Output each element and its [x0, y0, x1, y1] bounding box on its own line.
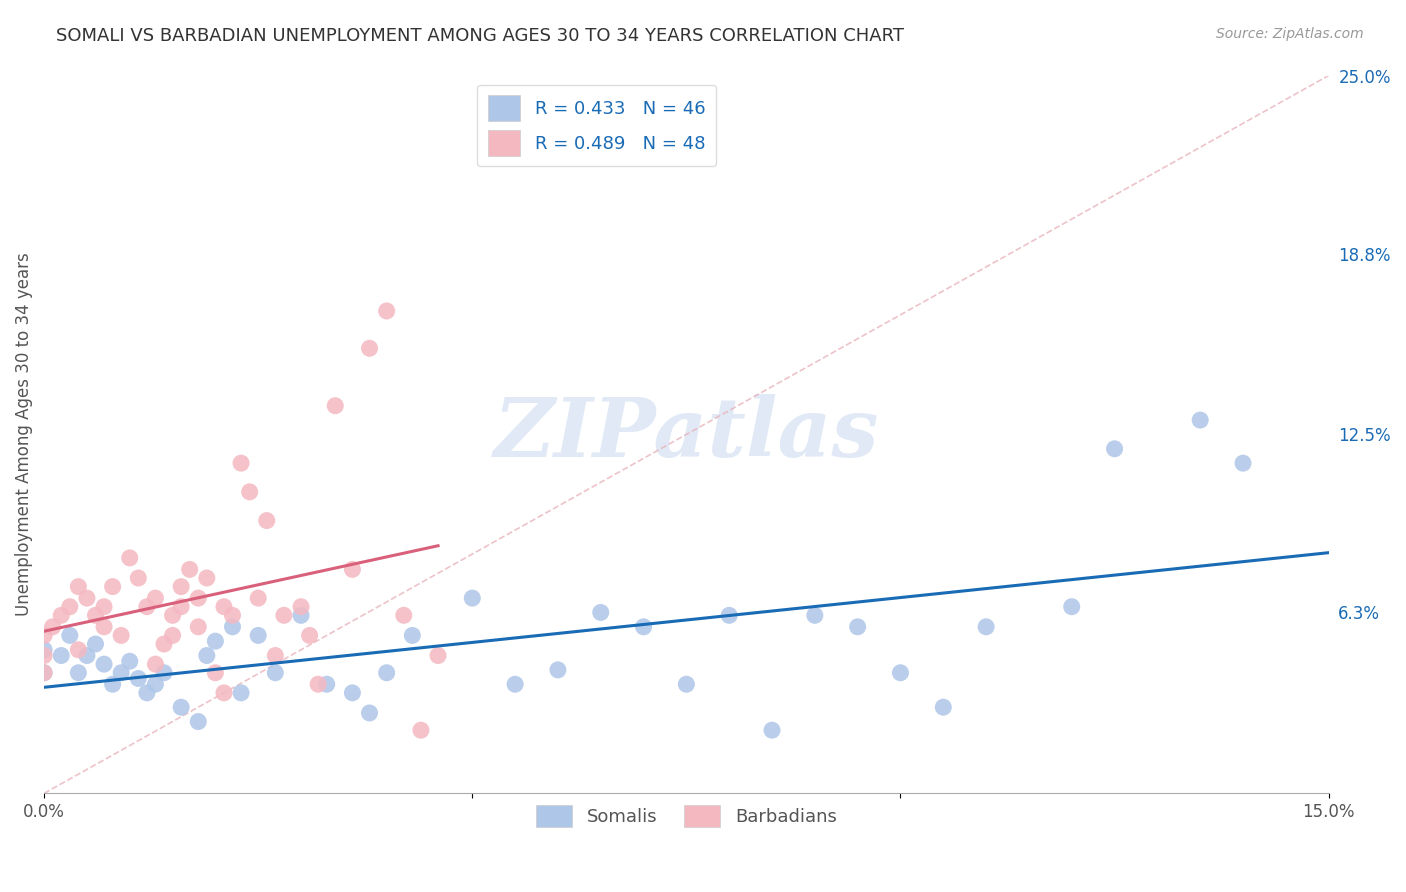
Point [290, 599, 312, 614]
Point [145, 657, 167, 672]
Point [409, 723, 432, 738]
Point [675, 677, 697, 691]
Point [145, 677, 167, 691]
Point [315, 677, 337, 691]
Point [761, 723, 783, 738]
Point [264, 665, 287, 680]
Point [67, 665, 90, 680]
Point [342, 562, 364, 576]
Point [153, 665, 176, 680]
Point [32, 648, 55, 663]
Point [84, 637, 107, 651]
Point [889, 665, 911, 680]
Point [204, 665, 226, 680]
Point [239, 484, 262, 499]
Point [974, 620, 997, 634]
Point [229, 456, 252, 470]
Point [32, 665, 55, 680]
Point [359, 341, 381, 355]
Point [127, 672, 149, 686]
Point [76, 591, 98, 606]
Point [127, 571, 149, 585]
Point [170, 580, 193, 594]
Point [846, 620, 869, 634]
Point [633, 620, 655, 634]
Point [110, 665, 132, 680]
Point [93, 620, 115, 634]
Point [323, 399, 346, 413]
Point [718, 608, 741, 623]
Point [84, 608, 107, 623]
Point [170, 599, 193, 614]
Point [307, 677, 329, 691]
Point [427, 648, 450, 663]
Point [461, 591, 484, 606]
Point [359, 706, 381, 720]
Point [1104, 442, 1126, 456]
Point [110, 628, 132, 642]
Point [135, 686, 157, 700]
Text: SOMALI VS BARBADIAN UNEMPLOYMENT AMONG AGES 30 TO 34 YEARS CORRELATION CHART: SOMALI VS BARBADIAN UNEMPLOYMENT AMONG A… [56, 27, 904, 45]
Point [187, 620, 209, 634]
Point [101, 580, 124, 594]
Y-axis label: Unemployment Among Ages 30 to 34 years: Unemployment Among Ages 30 to 34 years [15, 252, 32, 616]
Point [212, 686, 235, 700]
Point [212, 599, 235, 614]
Point [101, 677, 124, 691]
Point [375, 304, 398, 318]
Point [204, 634, 226, 648]
Point [118, 550, 141, 565]
Point [264, 648, 287, 663]
Point [32, 642, 55, 657]
Point [59, 628, 82, 642]
Point [503, 677, 526, 691]
Point [118, 654, 141, 668]
Point [392, 608, 415, 623]
Point [401, 628, 423, 642]
Point [145, 591, 167, 606]
Point [187, 591, 209, 606]
Point [195, 648, 218, 663]
Point [170, 700, 193, 714]
Point [1189, 413, 1212, 427]
Point [375, 665, 398, 680]
Point [298, 628, 321, 642]
Point [247, 628, 270, 642]
Point [162, 628, 184, 642]
Point [1060, 599, 1083, 614]
Point [932, 700, 955, 714]
Point [153, 637, 176, 651]
Point [51, 648, 73, 663]
Point [804, 608, 827, 623]
Point [221, 608, 243, 623]
Point [76, 648, 98, 663]
Point [187, 714, 209, 729]
Point [1232, 456, 1254, 470]
Point [273, 608, 295, 623]
Point [229, 686, 252, 700]
Point [342, 686, 364, 700]
Point [179, 562, 201, 576]
Point [51, 608, 73, 623]
Text: ZIPatlas: ZIPatlas [494, 394, 879, 475]
Point [221, 620, 243, 634]
Point [59, 599, 82, 614]
Point [32, 665, 55, 680]
Text: Source: ZipAtlas.com: Source: ZipAtlas.com [1216, 27, 1364, 41]
Point [135, 599, 157, 614]
Point [247, 591, 270, 606]
Point [162, 608, 184, 623]
Point [93, 657, 115, 672]
Legend: Somalis, Barbadians: Somalis, Barbadians [529, 798, 844, 835]
Point [195, 571, 218, 585]
Point [32, 628, 55, 642]
Point [256, 514, 278, 528]
Point [41, 620, 63, 634]
Point [547, 663, 569, 677]
Point [67, 580, 90, 594]
Point [93, 599, 115, 614]
Point [589, 606, 612, 620]
Point [290, 608, 312, 623]
Point [67, 642, 90, 657]
